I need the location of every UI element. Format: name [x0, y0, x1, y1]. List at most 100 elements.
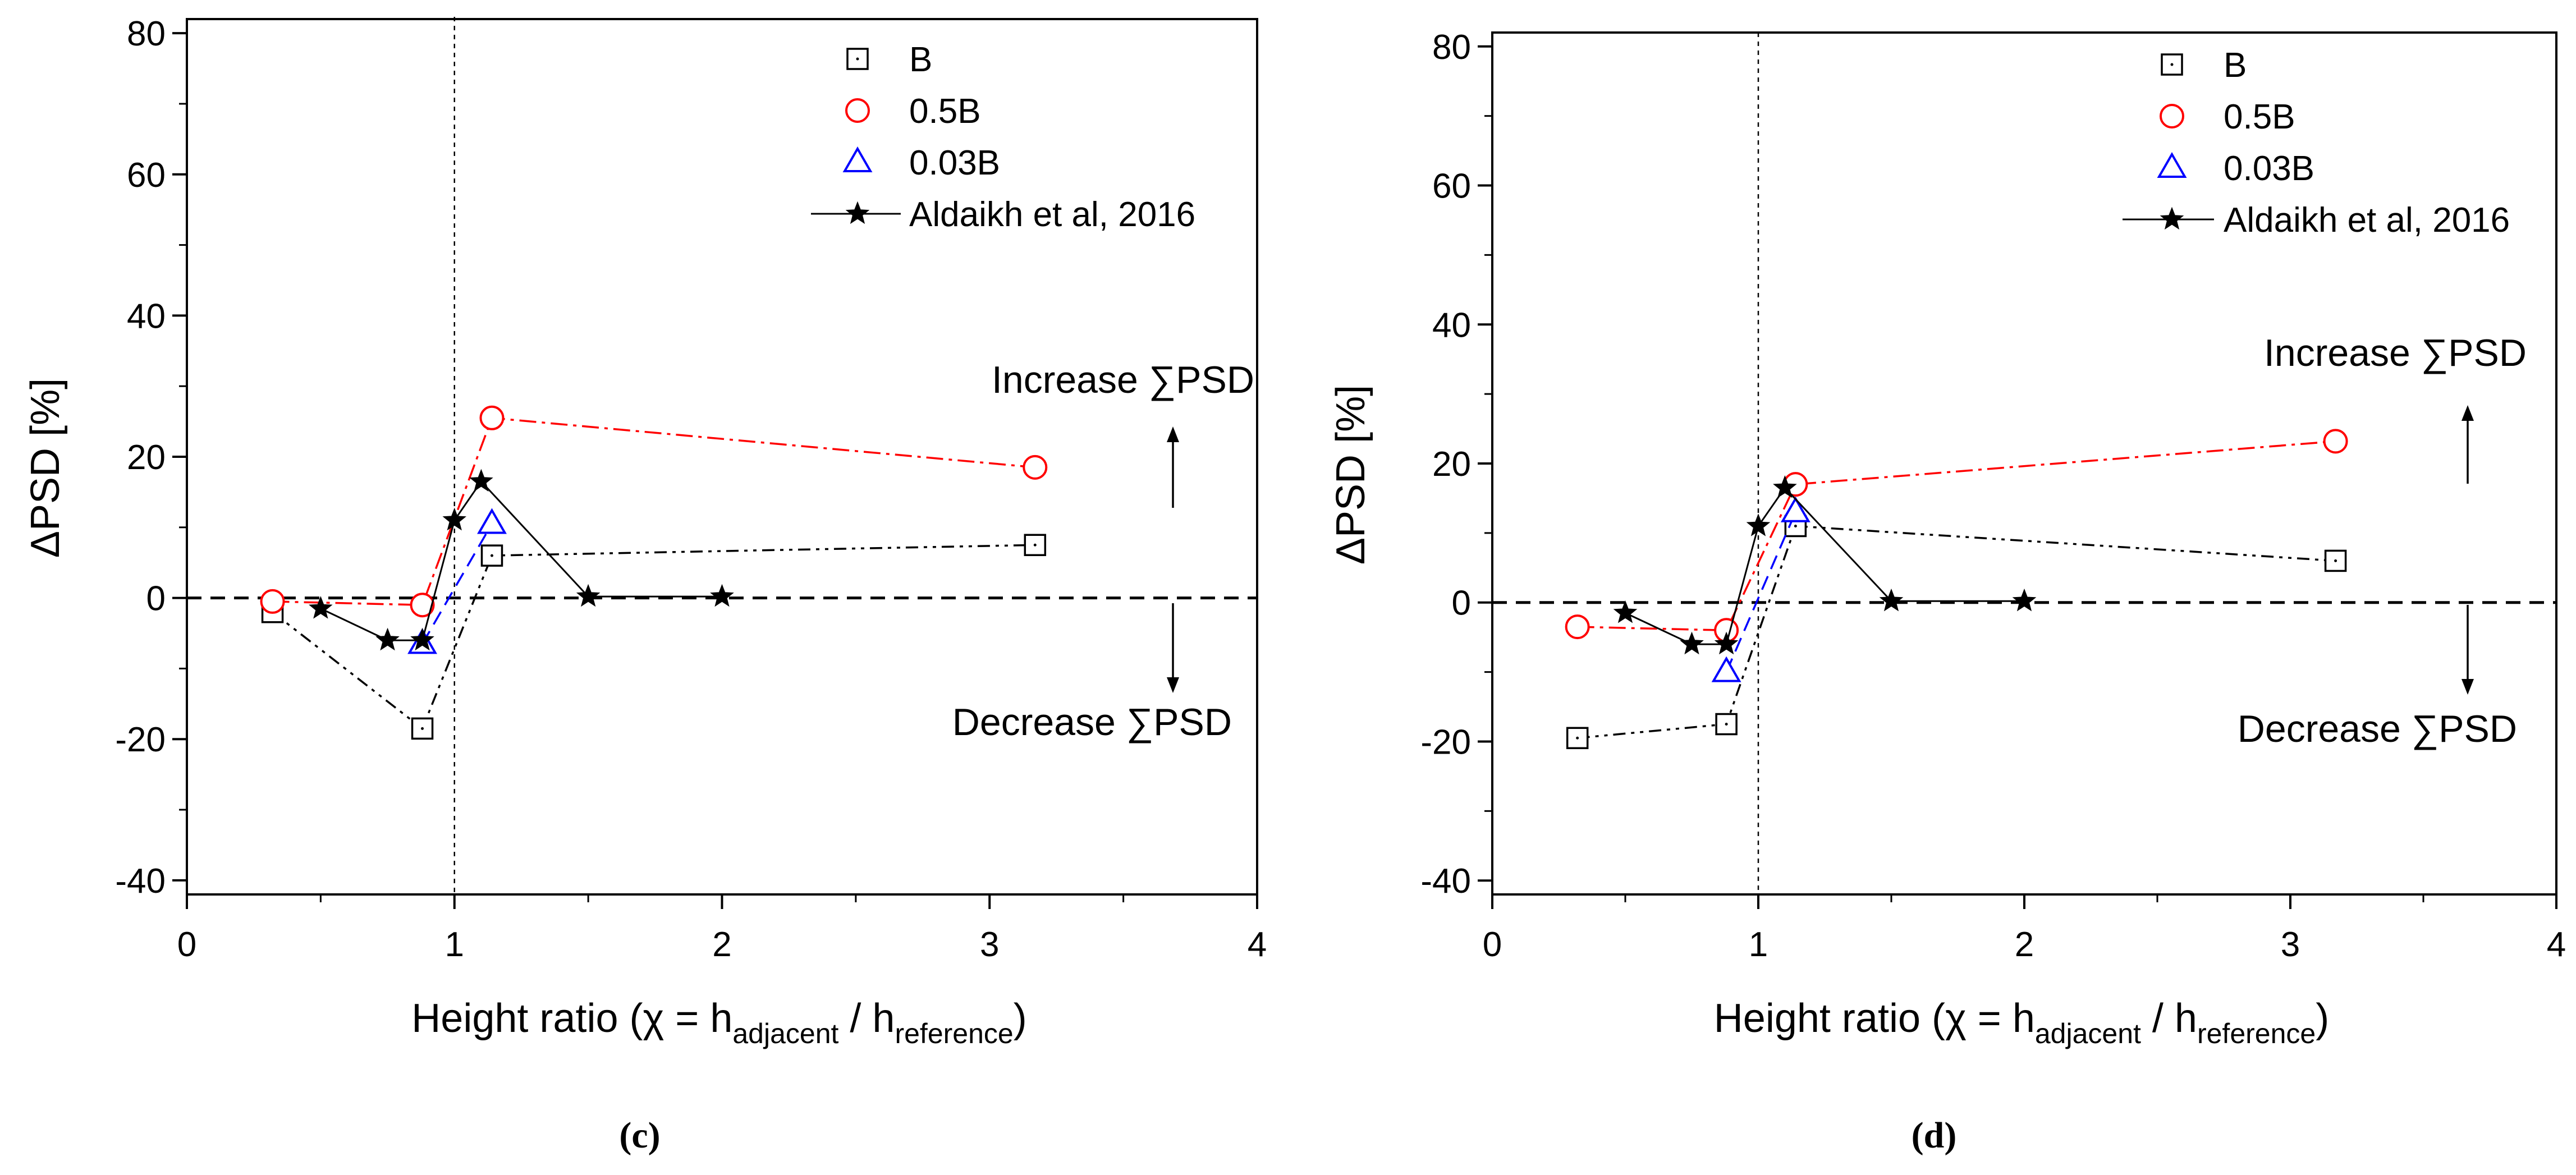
data-point	[260, 589, 285, 614]
data-point-dot	[1033, 543, 1037, 547]
data-point	[479, 405, 505, 430]
x-axis-label-xlabel-end: )	[1014, 996, 1027, 1041]
x-axis-label-xlabel-sub1: adjacent	[732, 1018, 838, 1049]
legend-marker-dot	[856, 57, 859, 61]
data-point	[410, 593, 435, 618]
legend-marker-dot	[2170, 63, 2174, 66]
x-axis-label-xlabel-sub1: adjacent	[2035, 1018, 2141, 1049]
y-tick-label: 0	[1452, 584, 1471, 623]
x-axis-label-xlabel-mid: / h	[838, 996, 895, 1041]
series-aldaikh-et-al-2016	[309, 469, 734, 651]
x-tick-label: 3	[2281, 925, 2300, 964]
legend: B 0.5B 0.03B Aldaikh et al, 2016	[2123, 46, 2510, 240]
legend-label: Aldaikh et al, 2016	[909, 195, 1195, 234]
data-point	[469, 469, 493, 492]
legend-marker	[845, 201, 870, 224]
series-b	[1566, 515, 2347, 750]
y-tick-label: 60	[127, 156, 166, 195]
y-tick-label: 20	[1432, 445, 1471, 484]
increase-annotation: Increase ∑PSD	[992, 359, 1254, 401]
data-point	[2323, 429, 2348, 454]
data-point	[576, 584, 601, 607]
data-point	[442, 507, 467, 531]
data-point-dot	[1576, 736, 1579, 740]
data-point-dot	[1725, 723, 1728, 726]
panel-label: (c)	[619, 1115, 660, 1156]
data-point-dot	[1794, 524, 1797, 527]
series-line	[421, 523, 493, 645]
legend-label: 0.5B	[2224, 98, 2295, 136]
data-point	[1613, 600, 1638, 623]
x-axis-label-xlabel-mid: / h	[2141, 996, 2197, 1041]
increase-arrow-head	[2462, 405, 2474, 421]
x-axis-label: Height ratio (χ = hadjacent / hreference…	[1714, 996, 2329, 1049]
data-point	[1714, 631, 1739, 655]
series-line	[1725, 512, 1796, 673]
legend-label: 0.03B	[909, 144, 1000, 182]
legend-marker	[845, 98, 870, 123]
x-tick-label: 4	[1248, 925, 1267, 964]
data-point	[477, 508, 507, 534]
x-tick-label: 2	[712, 925, 731, 964]
legend-marker	[2157, 152, 2187, 178]
data-point	[410, 627, 434, 651]
y-tick-label: -40	[115, 862, 166, 901]
series-aldaikh-et-al-2016	[1613, 475, 2037, 655]
x-tick-label: 0	[1483, 925, 1502, 964]
series-0-5b	[260, 405, 1048, 618]
x-tick-label: 1	[445, 925, 464, 964]
data-point	[1680, 631, 1704, 655]
increase-arrow-head	[1167, 426, 1179, 442]
y-tick-label: 0	[146, 580, 166, 618]
x-axis-label-xlabel: Height ratio (χ = h	[1714, 996, 2035, 1041]
y-axis-label: ΔPSD [%]	[1328, 385, 1373, 564]
data-point-dot	[2334, 559, 2337, 562]
plot-frame	[1491, 31, 2557, 896]
x-tick-label: 1	[1749, 925, 1768, 964]
y-tick-label: 40	[127, 297, 166, 336]
x-axis-label-xlabel-sub2: reference	[2197, 1018, 2316, 1049]
x-axis-label: Height ratio (χ = hadjacent / hreference…	[411, 996, 1026, 1049]
legend-marker	[2160, 206, 2184, 230]
legend-marker	[842, 146, 873, 172]
data-point	[1780, 496, 1810, 522]
decrease-annotation: Decrease ∑PSD	[2238, 708, 2517, 750]
y-tick-label: 60	[1432, 167, 1471, 206]
x-tick-label: 0	[177, 925, 196, 964]
data-point	[2012, 588, 2037, 612]
data-point-dot	[490, 554, 493, 557]
x-tick-label: 4	[2547, 925, 2566, 964]
legend: B 0.5B 0.03B Aldaikh et al, 2016	[811, 40, 1195, 234]
chart-panel-d: 0 1 2 3 4 -40 -20 0 20 40 60 80 ΔPSD [%] Height ratio…	[1328, 28, 2566, 1156]
decrease-arrow-head	[2462, 679, 2474, 695]
y-axis-label: ΔPSD [%]	[23, 378, 68, 558]
panel-label: (d)	[1912, 1115, 1957, 1156]
legend-label: 0.03B	[2224, 149, 2314, 188]
data-point	[1773, 475, 1797, 498]
chart-panel-c: 0 1 2 3 4 -40 -20 0 20 40 60 80 ΔPSD [%] Height ratio…	[23, 15, 1267, 1156]
series-0-03b	[1711, 496, 1810, 682]
data-point	[375, 627, 400, 651]
data-point	[1023, 455, 1048, 480]
series-0-5b	[1565, 429, 2348, 643]
series-line	[1625, 486, 2024, 645]
data-point	[1879, 588, 1904, 612]
data-point	[1565, 614, 1590, 640]
data-point-dot	[421, 727, 424, 730]
x-axis-label-xlabel-end: )	[2316, 996, 2329, 1041]
data-point	[309, 596, 333, 619]
series-line	[272, 544, 1035, 731]
y-tick-label: -20	[115, 720, 166, 759]
x-axis-label-xlabel-sub2: reference	[895, 1018, 1013, 1049]
x-tick-label: 3	[980, 925, 999, 964]
y-tick-label: -40	[1420, 862, 1471, 901]
y-tick-label: 80	[1432, 28, 1471, 67]
series-line	[272, 416, 1035, 606]
legend-label: B	[909, 40, 932, 79]
legend-label: B	[2224, 46, 2247, 85]
plot-frame	[186, 18, 1258, 896]
series-line	[1577, 525, 2336, 740]
data-point	[710, 584, 734, 607]
y-tick-label: 40	[1432, 306, 1471, 345]
